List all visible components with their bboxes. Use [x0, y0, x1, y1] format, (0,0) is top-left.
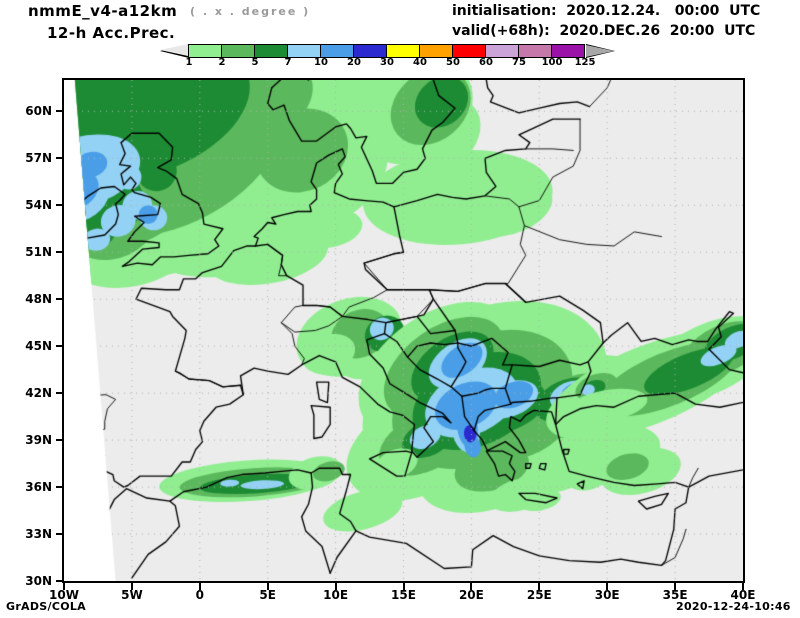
lon-label-30E: 30E	[594, 588, 620, 602]
lat-label-45N: 45N	[25, 339, 52, 354]
field-name: 12-h Acc.Prec.	[47, 24, 176, 42]
lon-label-10E: 10E	[323, 588, 349, 602]
lon-tick-5E	[266, 583, 269, 590]
colorbar-tick-75: 75	[512, 57, 526, 68]
lat-label-42N: 42N	[25, 386, 52, 401]
colorbar-tick-100: 100	[541, 57, 563, 68]
colorbar-swatches	[188, 44, 585, 58]
colorbar-band-40	[420, 45, 453, 57]
lat-tick-36N	[56, 486, 63, 489]
lat-label-39N: 39N	[25, 433, 52, 448]
colorbar-tick-10: 10	[314, 57, 328, 68]
colorbar-band-60	[486, 45, 519, 57]
colorbar-tick-50: 50	[446, 57, 460, 68]
lat-tick-54N	[56, 204, 63, 207]
lat-tick-51N	[56, 251, 63, 254]
lon-tick-35E	[674, 583, 677, 590]
lat-tick-42N	[56, 392, 63, 395]
lon-tick-10E	[334, 583, 337, 590]
lat-tick-39N	[56, 439, 63, 442]
lat-tick-33N	[56, 533, 63, 536]
colorbar-band-1	[189, 45, 222, 57]
lat-label-33N: 33N	[25, 527, 52, 542]
lat-label-60N: 60N	[25, 104, 52, 119]
lon-tick-5W	[130, 583, 133, 590]
lon-label-25E: 25E	[526, 588, 552, 602]
colorbar-band-100	[552, 45, 584, 57]
lat-label-48N: 48N	[25, 292, 52, 307]
lat-label-54N: 54N	[25, 198, 52, 213]
lat-tick-30N	[56, 580, 63, 582]
colorbar-band-30	[387, 45, 420, 57]
lon-label-20E: 20E	[458, 588, 484, 602]
lon-label-5W: 5W	[121, 588, 143, 602]
colorbar-tick-2: 2	[218, 57, 226, 68]
lon-tick-40E	[742, 583, 744, 590]
lon-label-0: 0	[195, 588, 204, 602]
lon-tick-20E	[470, 583, 473, 590]
lon-label-35E: 35E	[662, 588, 688, 602]
lat-label-36N: 36N	[25, 480, 52, 495]
lat-tick-45N	[56, 345, 63, 348]
initialisation-time: initialisation: 2020.12.24. 00:00 UTC	[452, 3, 761, 19]
colorbar-tick-125: 125	[574, 57, 596, 68]
lon-label-40E: 40E	[730, 588, 756, 602]
map-plot-area	[62, 78, 745, 583]
colorbar-band-7	[288, 45, 321, 57]
colorbar-band-2	[222, 45, 255, 57]
lon-label-10W: 10W	[49, 588, 79, 602]
lat-label-57N: 57N	[25, 151, 52, 166]
lat-tick-48N	[56, 298, 63, 301]
lat-label-51N: 51N	[25, 245, 52, 260]
lon-tick-25E	[538, 583, 541, 590]
colorbar-band-50	[453, 45, 486, 57]
lon-label-5E: 5E	[259, 588, 276, 602]
colorbar-tick-60: 60	[479, 57, 493, 68]
colorbar: 1 2 5 7 10 20 30 40 50 60 75 100 125	[160, 44, 615, 70]
colorbar-band-5	[255, 45, 288, 57]
lon-tick-30E	[606, 583, 609, 590]
colorbar-under-arrow	[160, 44, 188, 56]
valid-time: valid(+68h): 2020.DEC.26 20:00 UTC	[452, 23, 756, 39]
lon-tick-10W	[63, 583, 65, 590]
grads-credit: GrADS/COLA	[6, 600, 86, 613]
lat-tick-57N	[56, 157, 63, 160]
colorbar-tick-7: 7	[284, 57, 292, 68]
colorbar-tick-5: 5	[251, 57, 259, 68]
colorbar-over-arrow	[586, 45, 614, 57]
lat-label-30N: 30N	[25, 574, 52, 588]
precipitation-map	[64, 80, 743, 581]
colorbar-band-10	[321, 45, 354, 57]
colorbar-band-20	[354, 45, 387, 57]
lon-label-15E: 15E	[391, 588, 416, 602]
colorbar-tick-30: 30	[380, 57, 394, 68]
colorbar-tick-1: 1	[185, 57, 193, 68]
render-timestamp: 2020-12-24-10:46	[676, 600, 791, 613]
resolution-note: ( . x . degree )	[190, 5, 311, 18]
colorbar-tick-20: 20	[347, 57, 361, 68]
lon-tick-0	[198, 583, 201, 590]
colorbar-tick-40: 40	[413, 57, 427, 68]
colorbar-band-75	[519, 45, 552, 57]
lat-tick-60N	[56, 110, 63, 113]
model-name: nmmE_v4-a12km	[28, 2, 178, 20]
lon-tick-15E	[402, 583, 405, 590]
